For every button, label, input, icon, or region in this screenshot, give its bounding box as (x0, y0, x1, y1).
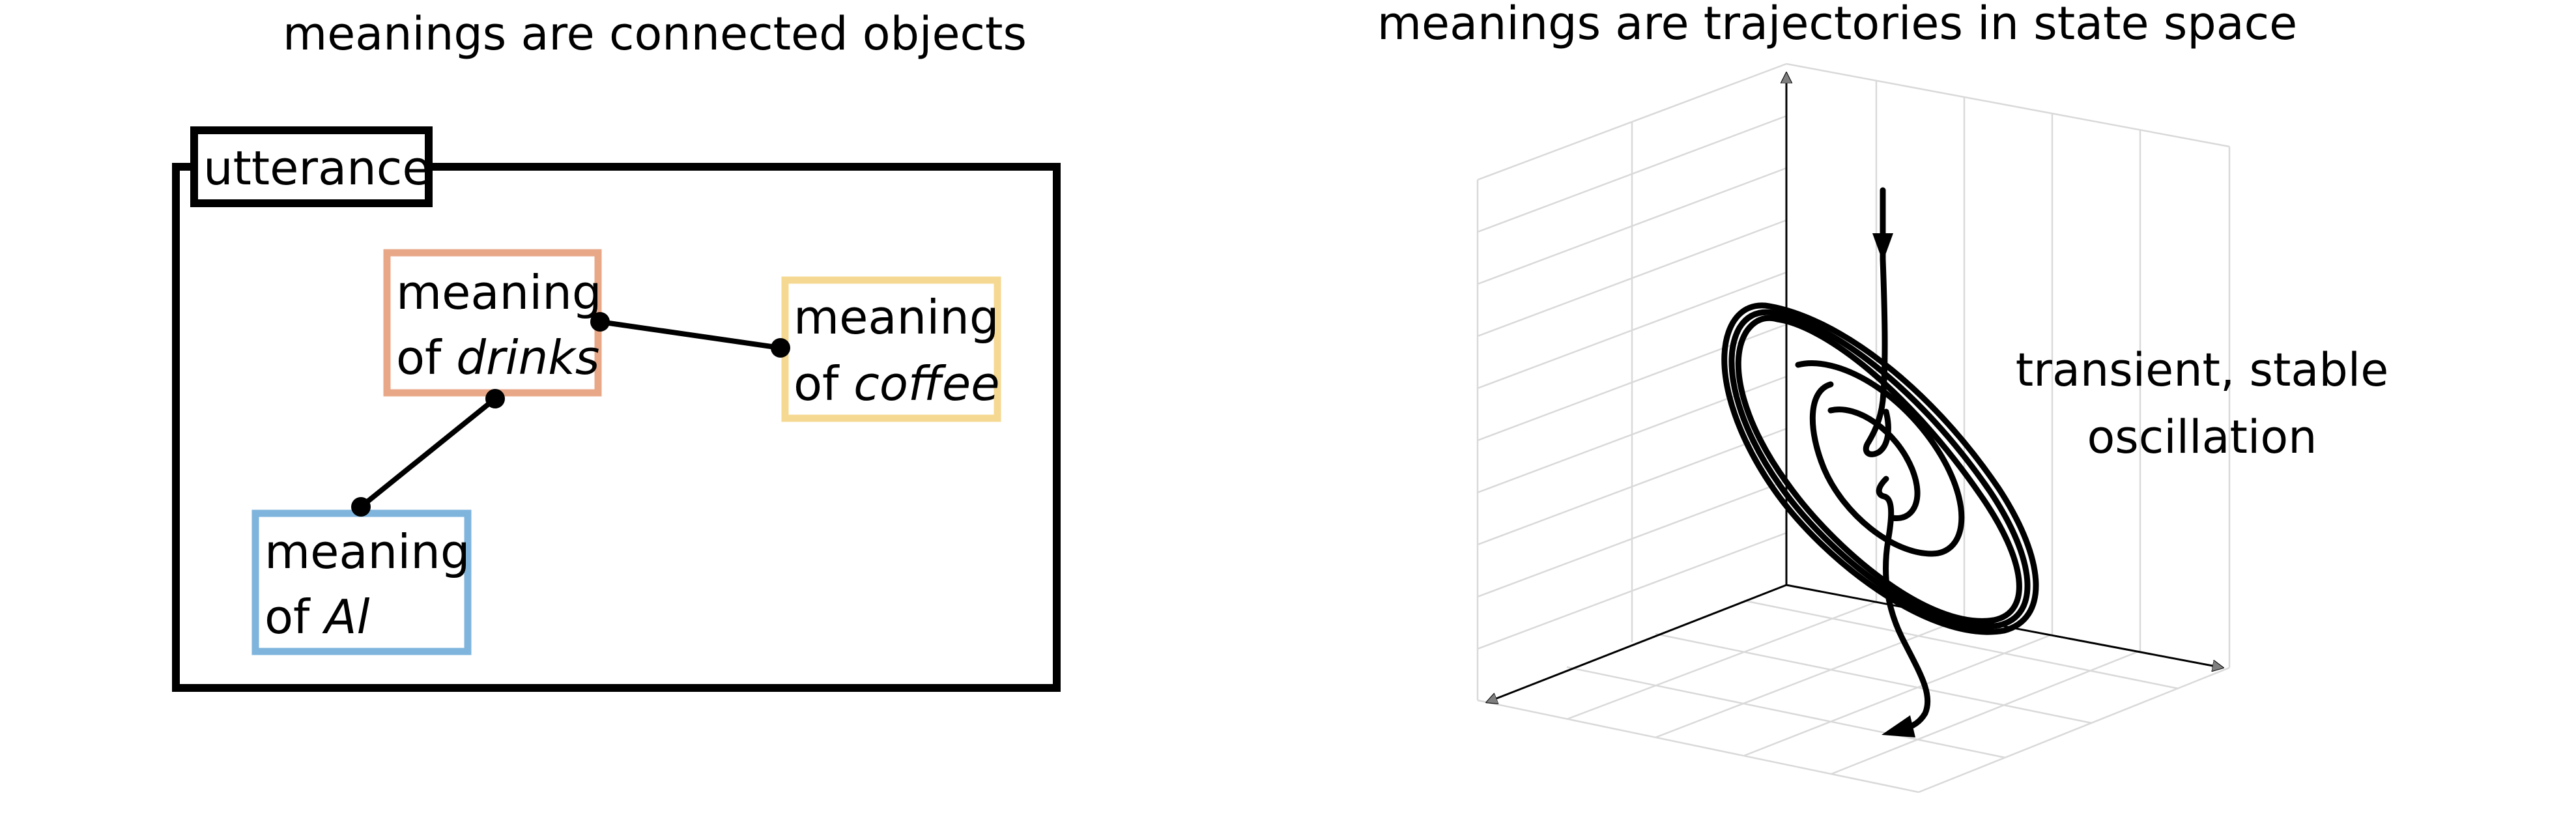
utterance-tag (190, 126, 433, 207)
exit-arrow-icon (1882, 715, 1915, 737)
x-axis (1487, 584, 1787, 702)
right-panel: meanings are trajectories in state space (1377, 0, 2389, 793)
connection-drinks-coffee (599, 319, 781, 350)
coffee-line1: meaning (794, 290, 999, 345)
meaning-box-coffee: meaning of coffee (781, 276, 1001, 422)
left-panel: meanings are connected objects utterance… (172, 7, 1061, 692)
annotation-line2: oscillation (2087, 410, 2317, 464)
connection-dot (771, 338, 790, 358)
limit-cycle-inner (1721, 302, 2039, 635)
coffee-line2: of coffee (794, 356, 1000, 411)
back-left-wall-grid (1476, 63, 1787, 700)
drinks-of: of (396, 330, 456, 385)
meaning-box-drinks: meaning of drinks (383, 249, 602, 397)
utterance-container (172, 163, 1061, 692)
back-right-wall-grid (1786, 63, 2231, 668)
spiral-loop-2 (1795, 360, 1965, 557)
meaning-box-coffee-frame (781, 276, 1001, 422)
coffee-word: coffee (853, 356, 999, 411)
connection-dot (590, 312, 610, 332)
connection-drinks-al (359, 396, 497, 509)
al-line1: meaning (265, 524, 470, 579)
floor-grid (1477, 599, 2230, 793)
meaning-box-al: meaning of Al (251, 509, 472, 655)
limit-cycle-outer (1735, 315, 2022, 624)
connection-dot (351, 497, 371, 517)
right-panel-title: meanings are trajectories in state space (1377, 0, 2297, 50)
entry-arrow-icon (1872, 233, 1893, 262)
trajectory-exit (1876, 476, 1931, 733)
coffee-of: of (794, 356, 853, 411)
connection-dot (485, 389, 505, 408)
drinks-line2: of drinks (396, 330, 599, 385)
annotation-line1: transient, stable (2016, 343, 2389, 397)
left-panel-title: meanings are connected objects (283, 7, 1027, 61)
spiral-loop-3 (1827, 407, 1921, 521)
trajectory-entry-curl (1863, 256, 1891, 457)
al-of: of (265, 590, 324, 644)
utterance-label: utterance (203, 141, 431, 195)
al-line2: of Al (265, 590, 370, 644)
trajectory (1721, 187, 2039, 737)
al-word: Al (322, 590, 369, 644)
drinks-word: drinks (456, 330, 599, 385)
drinks-line1: meaning (396, 265, 602, 320)
limit-cycle-middle (1728, 309, 2031, 630)
